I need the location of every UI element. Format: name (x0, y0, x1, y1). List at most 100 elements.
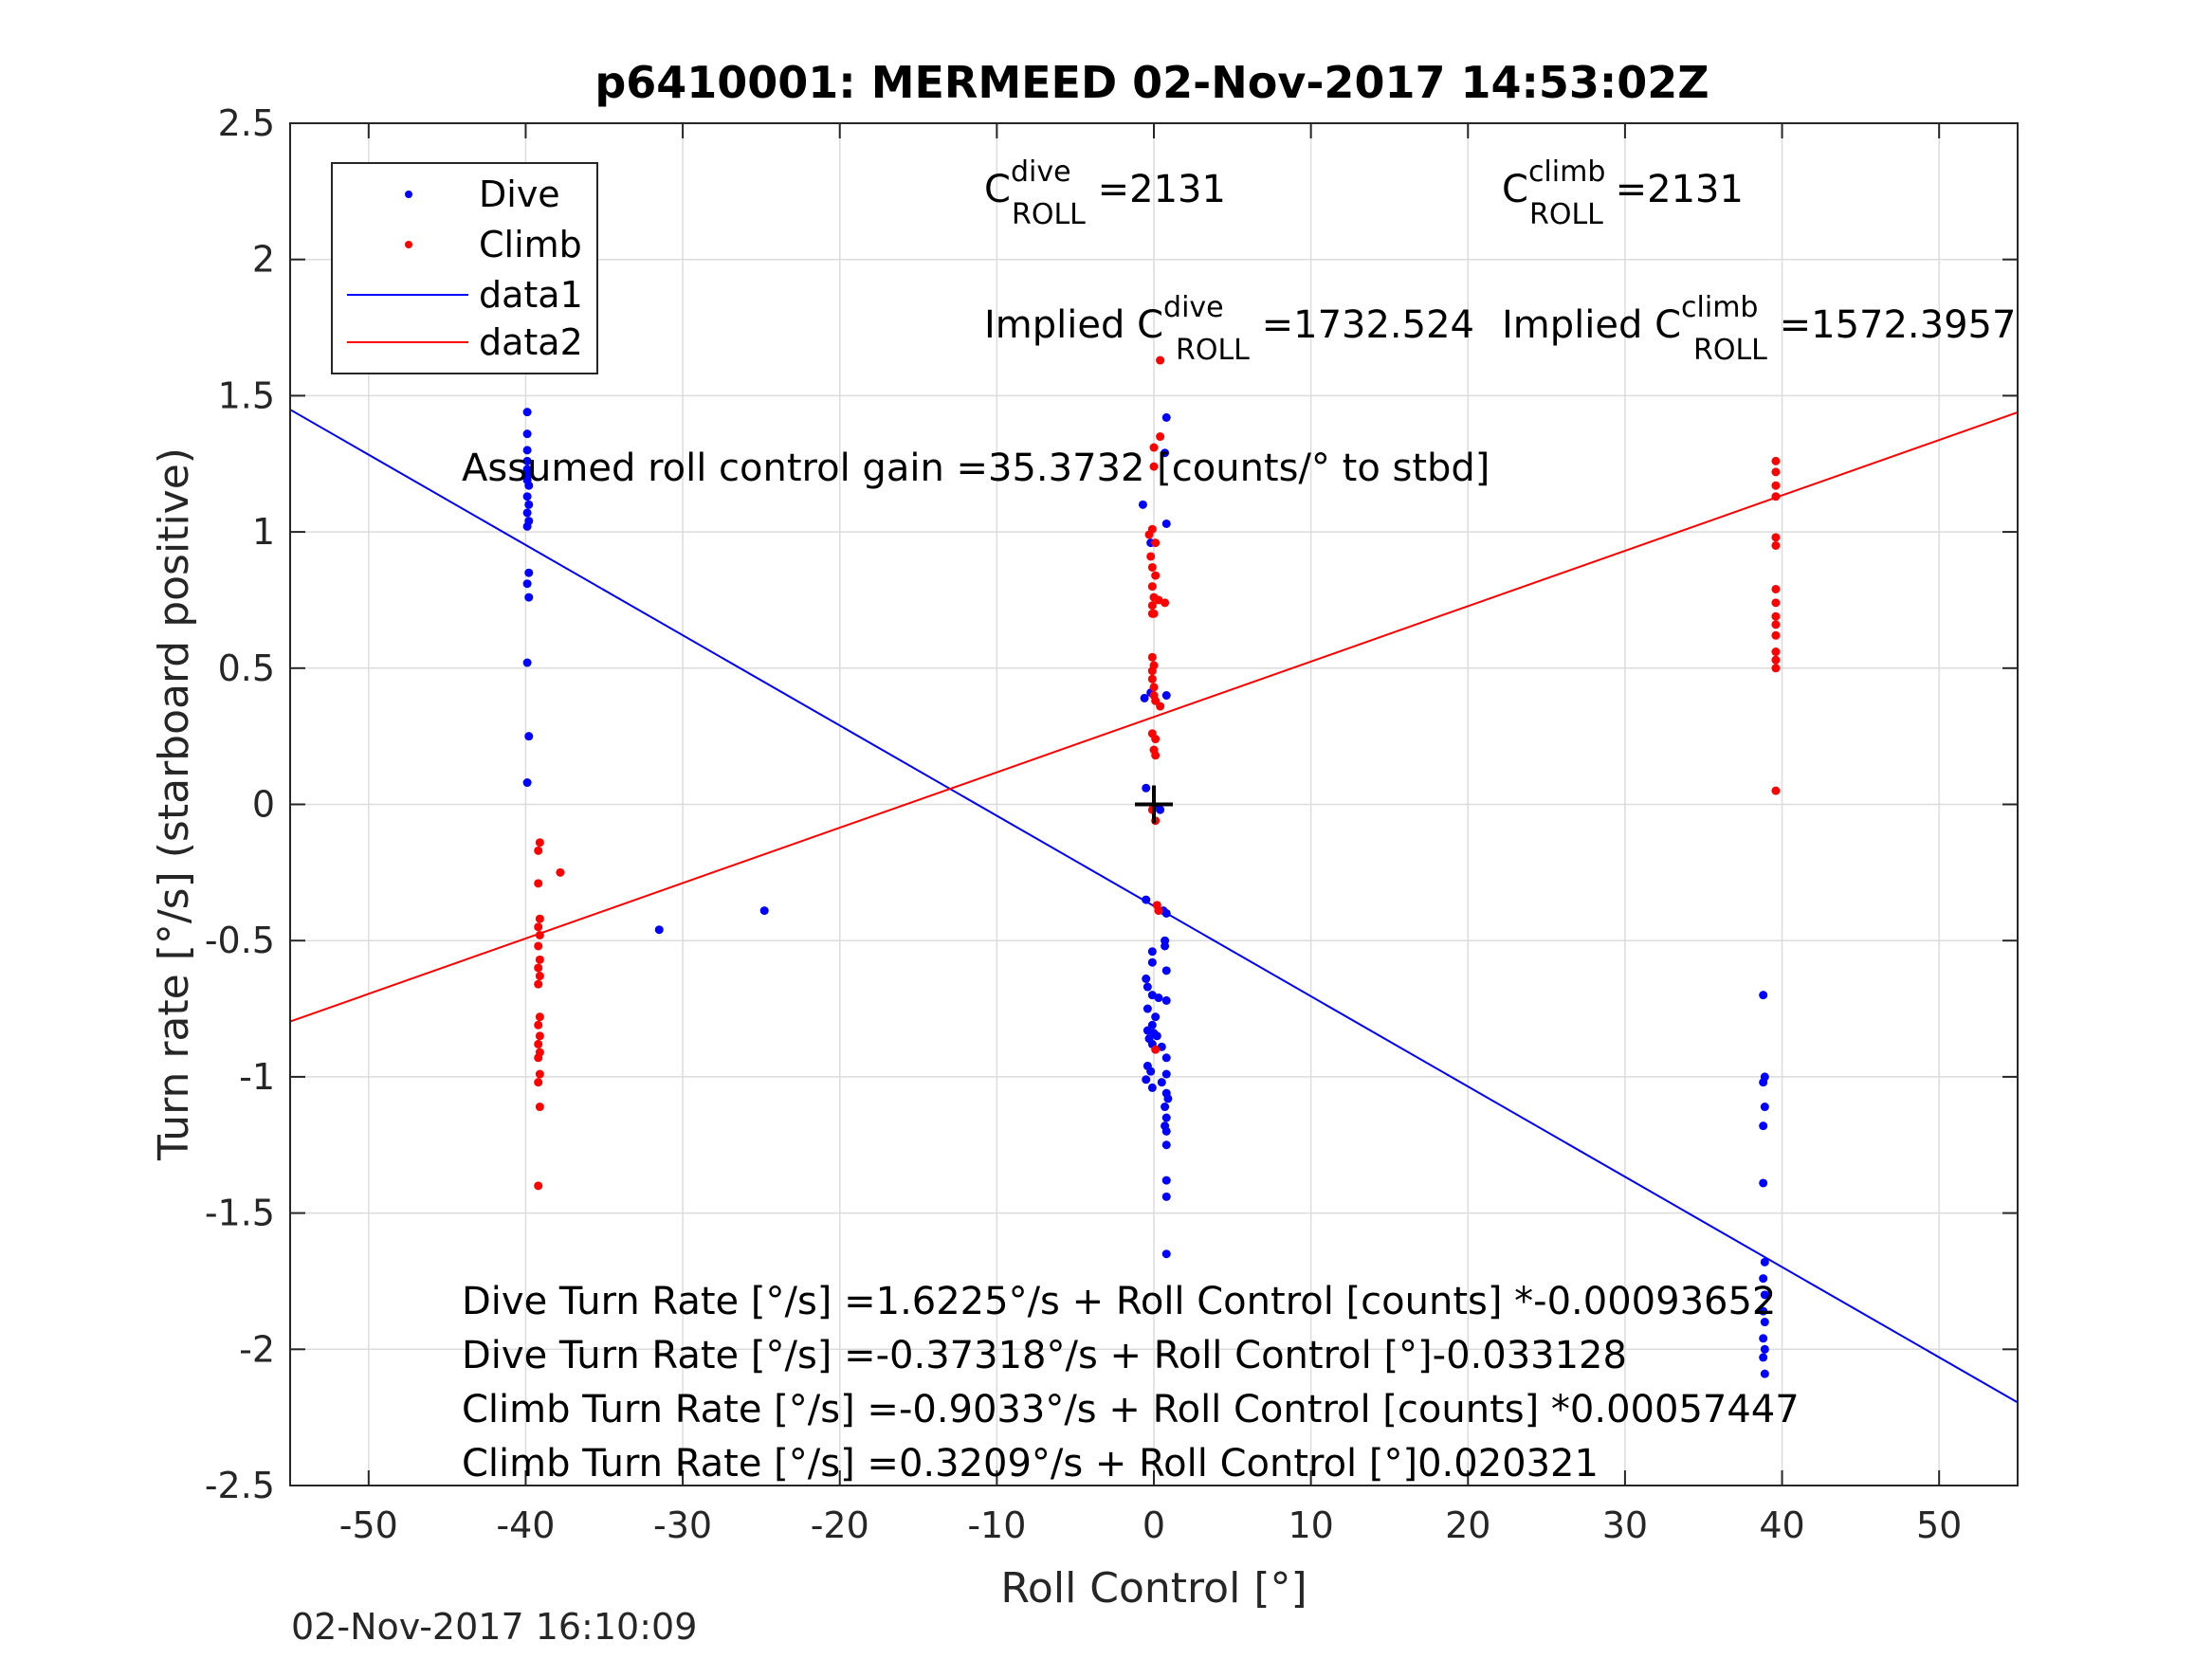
x-tick-label: -10 (967, 1504, 1026, 1546)
climb-point (1771, 611, 1781, 621)
footer-timestamp: 02-Nov-2017 16:10:09 (291, 1606, 697, 1648)
y-tick-label: 1 (252, 511, 275, 553)
climb-point (535, 1012, 544, 1022)
climb-point (1151, 1045, 1161, 1054)
x-tick-label: 40 (1759, 1504, 1804, 1546)
dive-point (1161, 1249, 1171, 1259)
y-tick-label: -2 (239, 1328, 275, 1370)
climb-point (1149, 443, 1159, 452)
climb-point (1771, 620, 1781, 629)
dive-point (1759, 1306, 1768, 1316)
implied-c-roll-dive-annotation: Implied Cdive ROLL =1732.524 (984, 291, 1474, 367)
dive-point (524, 500, 534, 509)
dive-point (1161, 1140, 1171, 1150)
y-tick-label: -2.5 (205, 1465, 275, 1506)
implied-dive-sub: ROLL (1176, 334, 1250, 367)
climb-point (535, 914, 544, 923)
legend-data2-label: data2 (479, 321, 583, 363)
dive-point (1161, 1192, 1171, 1201)
y-tick-label: 0.5 (218, 647, 275, 689)
dive-point (522, 658, 532, 667)
climb-point (1771, 584, 1781, 593)
climb-point (535, 972, 544, 981)
dive-point (524, 481, 534, 490)
dive-point (1161, 1103, 1170, 1112)
dive-point (1146, 1066, 1156, 1076)
climb-counts-equation: Climb Turn Rate [°/s] =-0.9033°/s + Roll… (462, 1388, 1800, 1431)
chart-title: p6410001: MERMEED 02-Nov-2017 14:53:02Z (594, 57, 1709, 108)
climb-point (1771, 630, 1781, 640)
climb-point (1147, 582, 1157, 592)
legend-dive-marker (405, 191, 412, 198)
climb-point (1771, 481, 1781, 490)
c-roll-climb-sup: climb (1528, 155, 1605, 189)
y-axis-label: Turn rate [°/s] (starboard positive) (150, 447, 198, 1161)
dive-point (1157, 1078, 1166, 1087)
implied-dive-prefix: Implied C (984, 303, 1163, 347)
dive-point (522, 408, 532, 417)
climb-point (1771, 492, 1781, 501)
dive-point (1147, 947, 1157, 957)
climb-point (1156, 432, 1165, 442)
climb-point (1771, 540, 1781, 550)
c-roll-climb-value: =2131 (1603, 168, 1744, 211)
climb-point (1771, 456, 1781, 465)
dive-point (522, 456, 532, 465)
dive-point (1760, 1318, 1769, 1327)
climb-point (1151, 571, 1161, 580)
dive-point (1140, 693, 1149, 702)
climb-point (1147, 674, 1157, 684)
legend-climb-marker (405, 241, 412, 248)
y-tick-label: 1.5 (218, 374, 275, 416)
c-roll-dive-base: C (984, 168, 1011, 211)
climb-point (1156, 702, 1165, 711)
climb-point (534, 1020, 543, 1030)
dive-point (1161, 519, 1171, 528)
dive-point (524, 568, 534, 577)
climb-point (534, 963, 543, 973)
climb-point (1771, 533, 1781, 542)
dive-point (522, 508, 532, 518)
implied-dive-value: =1732.524 (1250, 303, 1474, 347)
climb-point (1156, 356, 1165, 365)
dive-point (1161, 412, 1171, 422)
y-tick-label: 2 (252, 239, 275, 281)
climb-point (1771, 655, 1781, 665)
dive-counts-equation: Dive Turn Rate [°/s] =1.6225°/s + Roll C… (462, 1280, 1776, 1323)
dive-point (1161, 1176, 1171, 1185)
dive-point (1759, 1334, 1768, 1343)
dive-point (1161, 966, 1171, 975)
dive-point (1161, 1126, 1171, 1136)
x-tick-label: -40 (496, 1504, 555, 1546)
dive-point (1161, 1069, 1171, 1079)
dive-point (1161, 691, 1171, 701)
x-tick-label: 30 (1602, 1504, 1648, 1546)
climb-point (534, 846, 543, 855)
dive-point (522, 521, 532, 531)
dive-point (1142, 1075, 1151, 1085)
climb-point (534, 879, 543, 888)
dive-point (1759, 1078, 1768, 1087)
climb-point (1147, 562, 1157, 572)
climb-point (1161, 598, 1170, 608)
x-tick-label: 0 (1143, 1504, 1165, 1546)
dive-point (1161, 1113, 1171, 1122)
y-tick-label: -1 (239, 1056, 275, 1098)
dive-point (522, 778, 532, 788)
dive-point (1759, 1121, 1768, 1131)
x-tick-label: -30 (653, 1504, 712, 1546)
climb-point (1151, 751, 1161, 760)
dive-point (1161, 448, 1170, 458)
y-tick-label: -0.5 (205, 920, 275, 961)
implied-climb-prefix: Implied C (1502, 303, 1681, 347)
dive-point (1760, 1290, 1769, 1300)
implied-dive-sup: dive (1163, 291, 1224, 324)
dive-point (1138, 500, 1147, 509)
dive-point (1161, 1053, 1171, 1063)
climb-point (1146, 552, 1156, 561)
x-tick-label: -50 (339, 1504, 398, 1546)
c-roll-dive-annotation: Cdive ROLL =2131 (984, 155, 1226, 231)
climb-point (1151, 538, 1161, 548)
dive-point (524, 592, 534, 602)
